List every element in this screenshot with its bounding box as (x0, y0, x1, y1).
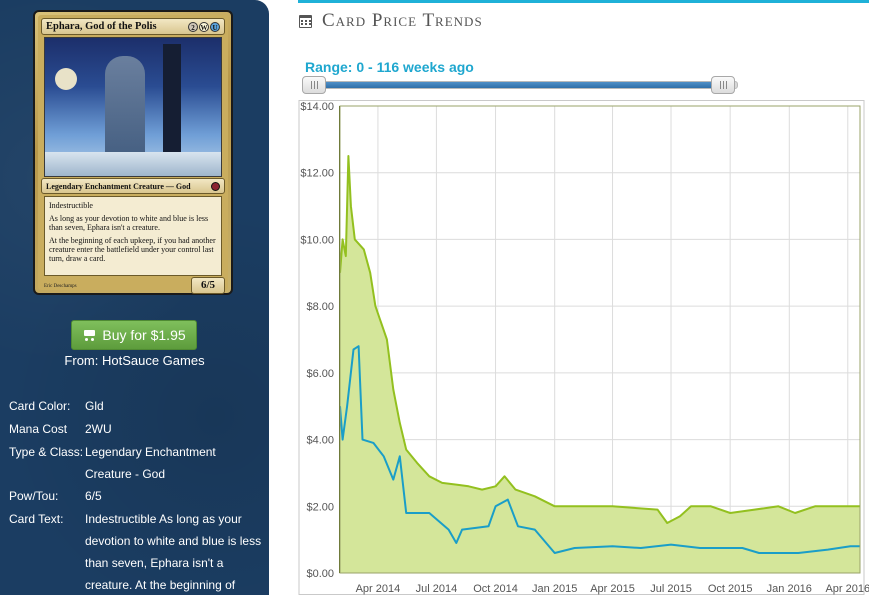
art-pillar (163, 44, 181, 176)
detail-row-card-text: Card Text: Indestructible As long as you… (9, 508, 264, 595)
mana-symbol-generic: 2 (188, 21, 198, 32)
rules-line-keyword: Indestructible (49, 201, 93, 210)
price-trend-chart: $0.00 $2.00 $4.00 $6.00 $8.00 $10.00 $12.00 $14… (298, 100, 869, 595)
range-slider-handle-min[interactable] (302, 76, 326, 94)
x-tick-label: Jul 2015 (650, 583, 692, 595)
detail-label: Card Text: (9, 512, 64, 526)
range-slider-selection (306, 82, 723, 88)
card-type-bar: Legendary Enchantment Creature — God (41, 178, 225, 194)
y-tick-label: $14.00 (300, 101, 334, 113)
y-tick-label: $12.00 (300, 168, 334, 180)
detail-row-color: Card Color: Gld (9, 395, 264, 418)
rules-line-upkeep: At the beginning of each upkeep, if you … (49, 236, 216, 263)
section-top-rule (298, 0, 869, 3)
detail-value: Gld (85, 399, 104, 413)
x-tick-label: Jul 2014 (416, 583, 458, 595)
detail-value: Legendary Enchantment Creature - God (85, 445, 216, 481)
card-mana-cost: 2 W U (188, 21, 220, 32)
shopping-cart-icon (82, 329, 96, 341)
card-power-toughness: 6/5 (191, 277, 225, 294)
y-tick-label: $10.00 (300, 234, 334, 246)
y-tick-label: $6.00 (306, 368, 334, 380)
sidebar: Ephara, God of the Polis 2 W U Legendary… (0, 0, 269, 595)
card-name: Ephara, God of the Polis (46, 21, 157, 32)
x-tick-label: Oct 2014 (473, 583, 518, 595)
buy-button-label: Buy for $1.95 (102, 327, 186, 343)
x-tick-label: Jan 2015 (532, 583, 577, 595)
card-image: Ephara, God of the Polis 2 W U Legendary… (33, 10, 233, 295)
detail-value: Indestructible As long as your devotion … (85, 512, 262, 592)
calendar-icon (299, 14, 312, 28)
y-tick-label: $8.00 (306, 301, 334, 313)
section-title: Card Price Trends (322, 10, 483, 31)
card-details: Card Color: Gld Mana Cost 2WU Type & Cla… (9, 395, 264, 595)
range-label: Range: 0 - 116 weeks ago (305, 59, 474, 75)
detail-label: Card Color: (9, 399, 71, 413)
detail-value: 6/5 (85, 489, 102, 503)
card-title-bar: Ephara, God of the Polis 2 W U (41, 18, 225, 35)
range-slider-handle-max[interactable] (710, 76, 735, 94)
detail-label: Pow/Tou: (9, 489, 59, 503)
detail-value: 2WU (85, 422, 112, 436)
mana-symbol-white: W (199, 21, 209, 32)
art-moon (55, 68, 77, 90)
art-town (45, 152, 221, 176)
x-tick-label: Oct 2015 (708, 583, 753, 595)
card-artist-credit: Eric Deschamps (44, 284, 77, 289)
card-art (44, 37, 222, 177)
detail-label: Type & Class: (9, 445, 84, 459)
detail-row-pow-tou: Pow/Tou: 6/5 (9, 485, 264, 508)
y-tick-label: $0.00 (306, 568, 334, 580)
price-series-0-line (339, 155, 860, 524)
detail-row-type: Type & Class: Legendary Enchantment Crea… (9, 441, 264, 485)
x-tick-label: Apr 2014 (356, 583, 401, 595)
card-type-line: Legendary Enchantment Creature — God (46, 181, 191, 191)
range-slider[interactable] (302, 76, 738, 94)
y-tick-label: $2.00 (306, 501, 334, 513)
seller-name: From: HotSauce Games (64, 353, 205, 368)
detail-label: Mana Cost (9, 422, 68, 436)
buy-button[interactable]: Buy for $1.95 (71, 320, 197, 350)
y-tick-label: $4.00 (306, 435, 334, 447)
price-series-0-area (340, 156, 860, 573)
set-symbol-icon (211, 181, 220, 191)
mana-symbol-blue: U (210, 21, 220, 32)
detail-row-mana-cost: Mana Cost 2WU (9, 418, 264, 441)
card-rules-text: Indestructible As long as your devotion … (44, 196, 222, 276)
x-tick-label: Apr 2016 (825, 583, 869, 595)
x-tick-label: Jan 2016 (767, 583, 812, 595)
section-header: Card Price Trends (299, 10, 483, 32)
card-frame: Ephara, God of the Polis 2 W U Legendary… (38, 15, 228, 294)
price-series-1-line (339, 345, 860, 554)
x-tick-label: Apr 2015 (590, 583, 635, 595)
rules-line-devotion: As long as your devotion to white and bl… (49, 214, 209, 232)
